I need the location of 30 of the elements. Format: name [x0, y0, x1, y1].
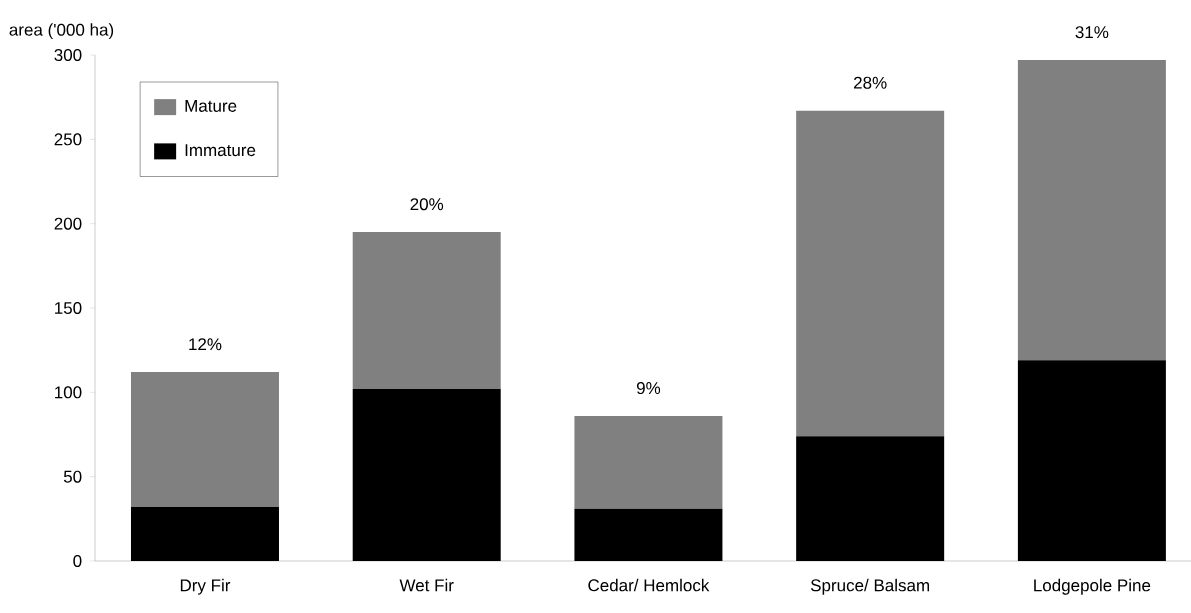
y-tick-label: 200: [54, 217, 82, 230]
legend-label: Mature: [185, 100, 237, 112]
annotation: 20%: [410, 198, 444, 211]
y-axis-title: area ('000 ha): [9, 23, 114, 40]
bar: [130, 372, 279, 508]
legend-label: Immature: [185, 144, 256, 157]
bar: [1017, 60, 1166, 361]
annotation: 31%: [1075, 26, 1109, 39]
x-tick-label: Dry Fir: [180, 578, 231, 595]
bar: [352, 232, 501, 389]
y-tick-label: 300: [54, 48, 82, 62]
annotation: 28%: [854, 76, 887, 89]
y-tick-label: 250: [54, 133, 82, 146]
x-tick-label: Lodgepole Pine: [1034, 578, 1151, 595]
y-tick-label: 100: [55, 386, 82, 399]
bar: [574, 415, 723, 509]
x-tick-label: Cedar/ Hemlock: [588, 578, 710, 592]
annotation: 9%: [636, 382, 661, 395]
annotation: 12%: [189, 338, 222, 351]
bar: [352, 388, 501, 561]
y-tick-label: 50: [63, 470, 82, 483]
bar: [130, 507, 279, 561]
bar: [796, 436, 945, 561]
bar: [574, 508, 723, 561]
bar: [1017, 360, 1166, 561]
x-tick-label: Spruce/ Balsam: [810, 578, 930, 595]
x-tick-label: Wet Fir: [399, 578, 454, 592]
y-tick-label: 150: [55, 301, 82, 315]
bar: [796, 110, 945, 437]
y-tick-label: 0: [73, 554, 82, 568]
